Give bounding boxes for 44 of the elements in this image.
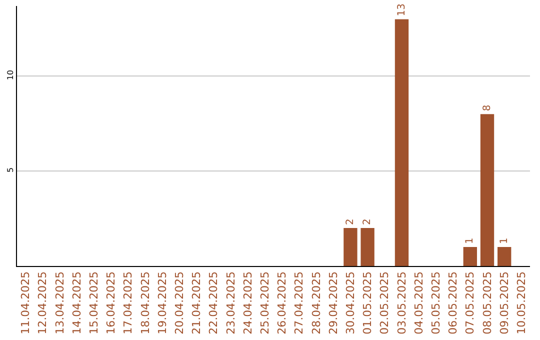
data-label: 1 — [498, 238, 510, 244]
x-tick-label: 29.04.2025 — [326, 271, 340, 334]
x-tick-label: 26.04.2025 — [276, 271, 289, 334]
x-tick-label: 09.05.2025 — [498, 271, 511, 334]
x-tick-label: 23.04.2025 — [224, 271, 238, 334]
y-tick-label: 10 — [6, 70, 15, 80]
x-tick-label: 27.04.2025 — [292, 271, 306, 334]
bar — [344, 228, 358, 266]
data-label: 1 — [464, 238, 476, 244]
bar — [480, 114, 494, 266]
data-label: 2 — [344, 218, 356, 226]
x-tick-label: 12.04.2025 — [36, 271, 50, 334]
x-tick-label: 18.04.2025 — [138, 271, 152, 334]
x-tick-label: 02.05.2025 — [378, 271, 392, 334]
data-label: 13 — [396, 4, 408, 16]
x-tick-label: 06.05.2025 — [446, 271, 460, 334]
x-tick-label: 16.04.2025 — [104, 271, 118, 334]
x-tick-label: 30.04.2025 — [344, 271, 358, 334]
x-tick-label: 07.05.2025 — [464, 271, 477, 334]
x-tick-label: 03.05.2025 — [395, 271, 408, 334]
x-tick-label: 28.04.2025 — [310, 271, 323, 334]
data-label: 2 — [362, 218, 374, 226]
bar — [360, 228, 374, 266]
data-label: 8 — [482, 104, 493, 112]
x-tick-label: 21.04.2025 — [190, 271, 204, 334]
bar — [394, 19, 409, 266]
x-tick-label: 11.04.2025 — [19, 271, 32, 334]
x-tick-label: 17.04.2025 — [122, 271, 135, 334]
bar — [498, 247, 512, 266]
x-tick-label: 15.04.2025 — [88, 271, 101, 334]
y-tick-label: 5 — [6, 167, 15, 172]
x-tick-label: 10.05.2025 — [515, 271, 528, 334]
bar — [463, 247, 477, 266]
x-tick-label: 19.04.2025 — [156, 271, 169, 334]
x-tick-label: 01.05.2025 — [361, 271, 374, 334]
x-tick-label: 14.04.2025 — [70, 271, 84, 334]
x-tick-label: 22.04.2025 — [207, 271, 220, 334]
x-tick-label: 13.04.2025 — [53, 271, 66, 334]
x-tick-label: 04.05.2025 — [412, 271, 426, 334]
x-tick-label: 24.04.2025 — [241, 271, 254, 334]
x-tick-label: 20.04.2025 — [173, 271, 186, 334]
x-tick-label: 25.04.2025 — [258, 271, 272, 334]
x-tick-label: 08.05.2025 — [480, 271, 494, 334]
x-tick-label: 05.05.2025 — [430, 271, 443, 334]
